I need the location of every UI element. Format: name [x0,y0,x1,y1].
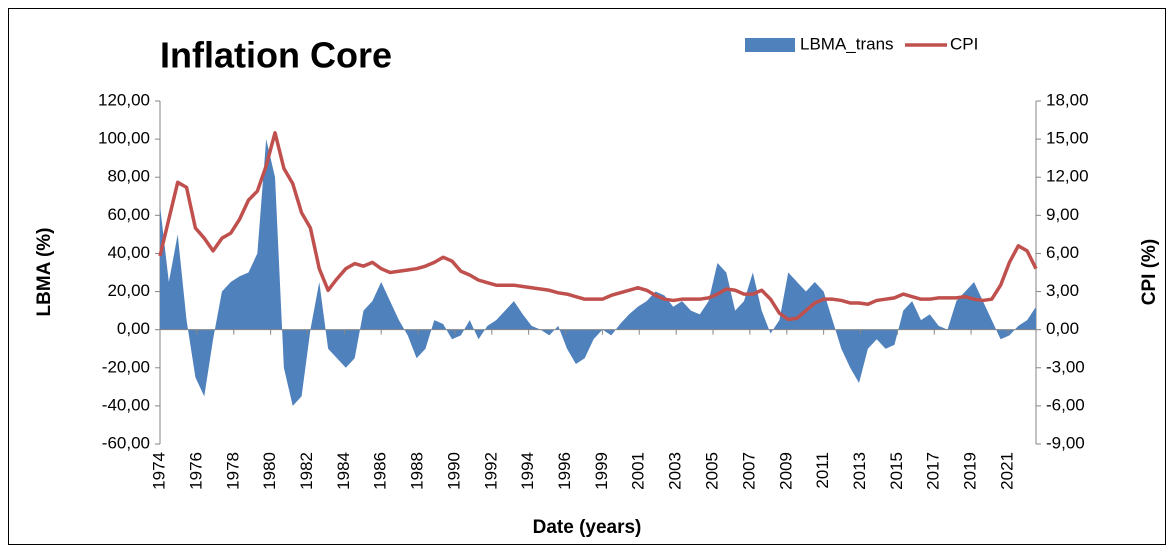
line [158,131,1038,322]
y2-tick-label: 0,00 [1046,319,1079,338]
y2-tick-label: -3,00 [1046,357,1085,376]
x-tick-label: 1980 [260,452,279,490]
y2-tick-label: 6,00 [1046,243,1079,262]
legend-label: CPI [950,34,978,53]
x-tick-label: 2007 [739,452,758,490]
y-tick-label: 0,00 [117,319,150,338]
y-axis-title: LBMA (%) [34,228,55,317]
x-tick-label: 1984 [334,452,353,490]
x-tick-label: 1974 [149,452,168,490]
x-tick-label: 2011 [813,452,832,489]
y2-axis-title: CPI (%) [1139,239,1160,306]
x-tick-label: 2015 [887,452,906,490]
y-tick-label: -20,00 [102,357,150,376]
x-tick-label: 1982 [297,452,316,490]
y-tick-label: 40,00 [107,243,150,262]
y2-tick-label: -9,00 [1046,433,1085,452]
x-tick-label: 2019 [961,452,980,490]
legend-label: LBMA_trans [800,34,894,53]
x-tick-label: 1978 [223,452,242,490]
y2-tick-label: 18,00 [1046,90,1089,109]
x-tick-label: 1996 [555,452,574,490]
x-tick-label: 2021 [998,452,1017,490]
x-tick-label: 1990 [444,452,463,490]
y-tick-label: 100,00 [98,129,150,148]
x-tick-label: 1994 [518,452,537,490]
x-tick-label: 1999 [592,452,611,490]
x-tick-label: 1992 [481,452,500,490]
y2-tick-label: 3,00 [1046,281,1079,300]
x-tick-label: 2003 [666,452,685,490]
x-tick-label: 1976 [186,452,205,490]
y-tick-label: -60,00 [102,433,150,452]
x-tick-label: 2009 [776,452,795,490]
x-tick-label: 2001 [629,452,648,490]
y-tick-label: -40,00 [102,395,150,414]
y2-tick-label: -6,00 [1046,395,1085,414]
legend-swatch [745,38,795,52]
x-tick-label: 1988 [408,452,427,490]
y-tick-label: 120,00 [98,90,150,109]
y-tick-label: 80,00 [107,167,150,186]
x-tick-label: 1986 [371,452,390,490]
y-tick-label: 20,00 [107,281,150,300]
x-tick-label: 2013 [850,452,869,490]
chart-border [8,8,1166,545]
y-tick-label: 60,00 [107,205,150,224]
x-tick-label: 2005 [703,452,722,490]
y2-tick-label: 9,00 [1046,205,1079,224]
y2-tick-label: 12,00 [1046,167,1089,186]
x-axis-title: Date (years) [533,517,642,538]
x-tick-label: 2017 [924,452,943,490]
y2-tick-label: 15,00 [1046,129,1089,148]
chart-title: Inflation Core [160,35,392,76]
